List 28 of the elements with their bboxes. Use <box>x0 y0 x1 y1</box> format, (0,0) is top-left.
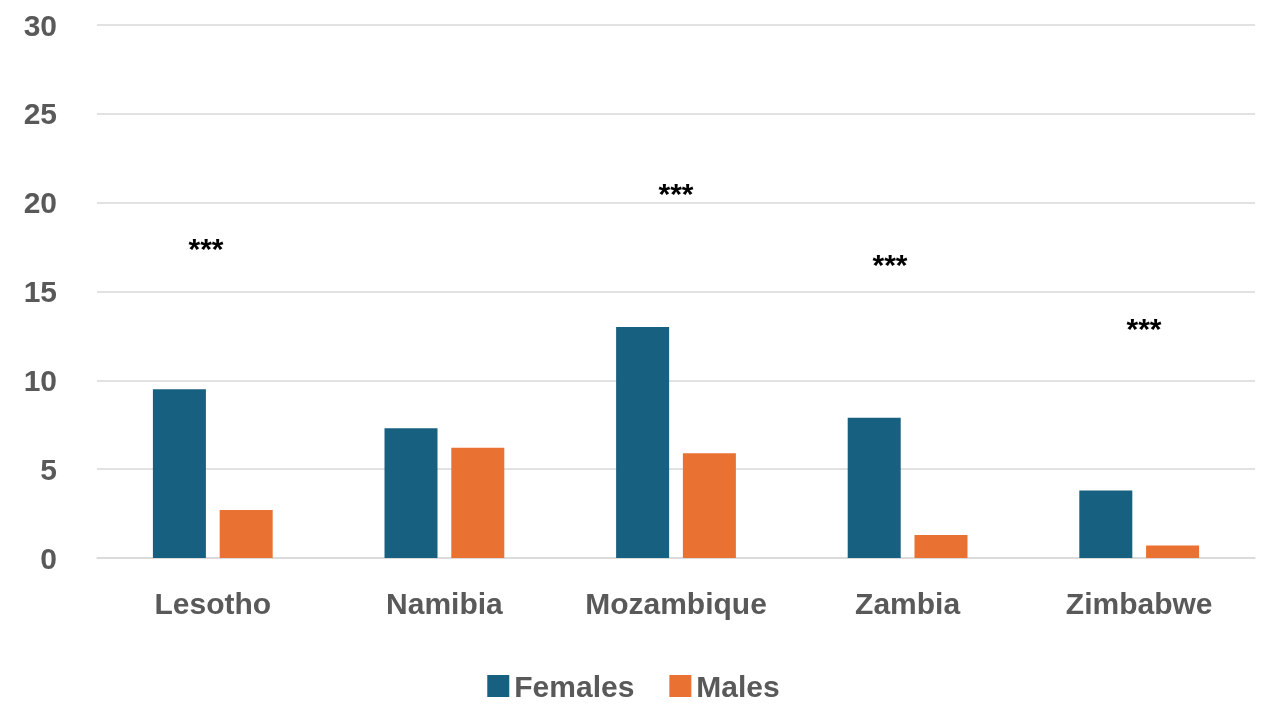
annotation: *** <box>1126 311 1162 345</box>
y-tick-label: 10 <box>23 363 57 397</box>
bar <box>219 510 273 558</box>
bar <box>616 327 670 558</box>
x-tick-label: Mozambique <box>585 586 767 620</box>
annotation: *** <box>658 176 694 210</box>
bar <box>847 417 901 558</box>
x-tick-label: Namibia <box>386 586 504 620</box>
y-tick-label: 30 <box>23 8 57 42</box>
y-tick-label: 0 <box>40 541 57 575</box>
x-tick-label: Lesotho <box>154 586 272 620</box>
x-tick-label: Zimbabwe <box>1065 586 1213 620</box>
bar <box>1079 490 1133 558</box>
y-tick-label: 25 <box>23 97 57 131</box>
annotation: *** <box>872 247 908 281</box>
bar <box>682 453 736 558</box>
annotation: *** <box>188 231 224 265</box>
y-tick-label: 20 <box>23 186 57 220</box>
y-tick-label: 5 <box>40 452 57 486</box>
x-tick-label: Zambia <box>855 586 961 620</box>
bar <box>152 389 206 558</box>
legend-label: Females <box>514 669 635 703</box>
bar <box>1146 545 1200 558</box>
bar <box>384 428 438 558</box>
y-tick-label: 15 <box>23 275 57 308</box>
bar <box>914 534 968 558</box>
legend-label: Males <box>696 669 780 703</box>
bar <box>451 447 505 558</box>
